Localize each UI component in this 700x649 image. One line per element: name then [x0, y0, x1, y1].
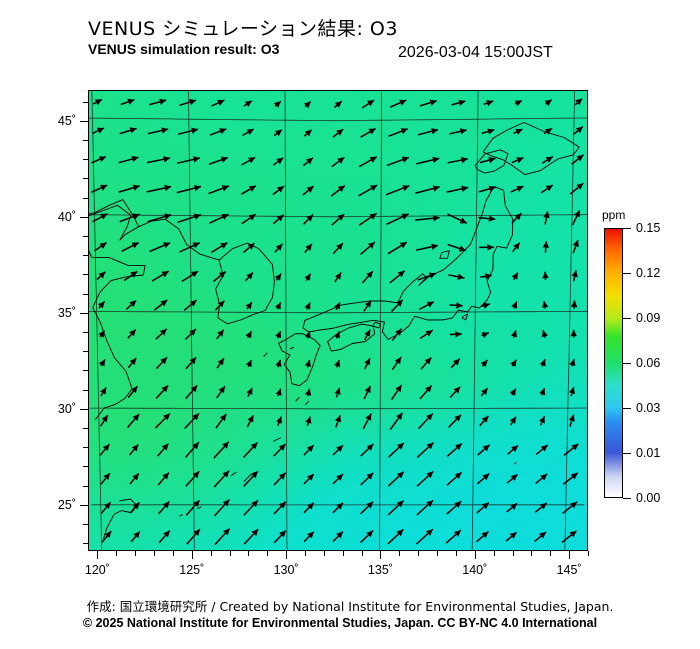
- x-axis-tick: [248, 551, 250, 556]
- x-axis-tick: [588, 551, 589, 556]
- y-axis-label: 30˚: [57, 401, 76, 416]
- colorbar-gradient: [604, 228, 623, 498]
- x-axis-tick: [418, 551, 420, 556]
- map-overlay: [89, 91, 587, 550]
- x-axis-tick: [569, 551, 571, 559]
- y-axis-tick: [83, 178, 88, 180]
- y-axis-tick: [83, 139, 88, 141]
- colorbar-tick-label: 0.15: [636, 221, 661, 235]
- y-axis-tick: [83, 101, 88, 103]
- y-axis-tick: [83, 255, 88, 257]
- x-axis-tick: [135, 551, 137, 556]
- colorbar-tick: [623, 273, 631, 274]
- wind-vector-arrows: [91, 97, 584, 546]
- colorbar-tick: [623, 228, 631, 229]
- x-axis-tick: [531, 551, 533, 556]
- colorbar-tick-label: 0.03: [636, 401, 661, 415]
- y-axis-tick: [83, 428, 88, 430]
- x-axis-tick: [229, 551, 231, 556]
- colorbar-tick: [623, 318, 631, 319]
- y-axis-tick: [83, 485, 88, 487]
- y-axis-tick: [80, 120, 88, 122]
- colorbar-tick: [623, 498, 631, 499]
- title-english: VENUS simulation result: O3: [88, 41, 280, 57]
- colorbar-tick: [623, 408, 631, 409]
- y-axis-tick: [83, 466, 88, 468]
- x-axis-tick: [342, 551, 344, 556]
- x-axis-label: 125˚: [179, 563, 205, 577]
- y-axis-tick: [83, 543, 88, 545]
- map-plot-area[interactable]: [88, 90, 588, 551]
- x-axis-tick: [116, 551, 118, 556]
- x-axis-tick: [304, 551, 306, 556]
- x-axis-tick: [512, 551, 514, 556]
- y-axis-tick: [83, 235, 88, 237]
- y-axis-tick: [83, 293, 88, 295]
- y-axis-tick: [80, 312, 88, 314]
- x-axis-tick: [210, 551, 212, 556]
- y-axis-label: 45˚: [57, 113, 76, 128]
- x-axis-label: 120˚: [84, 563, 110, 577]
- x-axis-tick: [361, 551, 363, 556]
- y-axis-label: 35˚: [57, 305, 76, 320]
- x-axis-tick: [493, 551, 495, 556]
- x-axis-label: 130˚: [273, 563, 299, 577]
- footer-credit-line: 作成: 国立環境研究所 / Created by National Instit…: [86, 599, 614, 614]
- x-axis-tick: [154, 551, 156, 556]
- x-axis-tick: [437, 551, 439, 556]
- y-axis-tick: [80, 504, 88, 506]
- y-axis-label: 25˚: [57, 497, 76, 512]
- footer-license-line: © 2025 National Institute for Environmen…: [82, 616, 598, 630]
- colorbar-tick-label: 0.12: [636, 266, 661, 280]
- y-axis-tick: [83, 524, 88, 526]
- y-axis-tick: [83, 332, 88, 334]
- x-axis-tick: [380, 551, 382, 559]
- title-japanese: VENUS シミュレーション結果: O3: [88, 18, 398, 40]
- ozone-concentration-field: [89, 91, 587, 550]
- x-axis-tick: [455, 551, 457, 556]
- x-axis-tick: [191, 551, 193, 559]
- x-axis-tick: [286, 551, 288, 559]
- colorbar-tick: [623, 363, 631, 364]
- y-axis-tick: [80, 216, 88, 218]
- x-axis-label: 145˚: [556, 563, 582, 577]
- x-axis-tick: [323, 551, 325, 556]
- x-axis-label: 135˚: [367, 563, 393, 577]
- y-axis-tick: [83, 447, 88, 449]
- y-axis-tick: [83, 370, 88, 372]
- x-axis-label: 140˚: [462, 563, 488, 577]
- colorbar-tick-label: 0.01: [636, 446, 661, 460]
- y-axis-tick: [83, 351, 88, 353]
- y-axis-tick: [83, 159, 88, 161]
- y-axis-tick: [80, 408, 88, 410]
- y-axis-tick: [83, 274, 88, 276]
- x-axis-tick: [172, 551, 174, 556]
- colorbar-tick-label: 0.09: [636, 311, 661, 325]
- colorbar-tick-label: 0.00: [636, 491, 661, 505]
- y-axis-label: 40˚: [57, 209, 76, 224]
- colorbar-tick: [623, 453, 631, 454]
- x-axis-tick: [267, 551, 269, 556]
- y-axis-tick: [83, 389, 88, 391]
- colorbar[interactable]: [604, 228, 623, 498]
- colorbar-tick-label: 0.06: [636, 356, 661, 370]
- x-axis-tick: [97, 551, 99, 559]
- x-axis-tick: [550, 551, 552, 556]
- x-axis-tick: [399, 551, 401, 556]
- y-axis-tick: [83, 197, 88, 199]
- valid-time-stamp: 2026-03-04 15:00JST: [398, 44, 553, 61]
- x-axis-tick: [474, 551, 476, 559]
- colorbar-unit-label: ppm: [602, 208, 626, 222]
